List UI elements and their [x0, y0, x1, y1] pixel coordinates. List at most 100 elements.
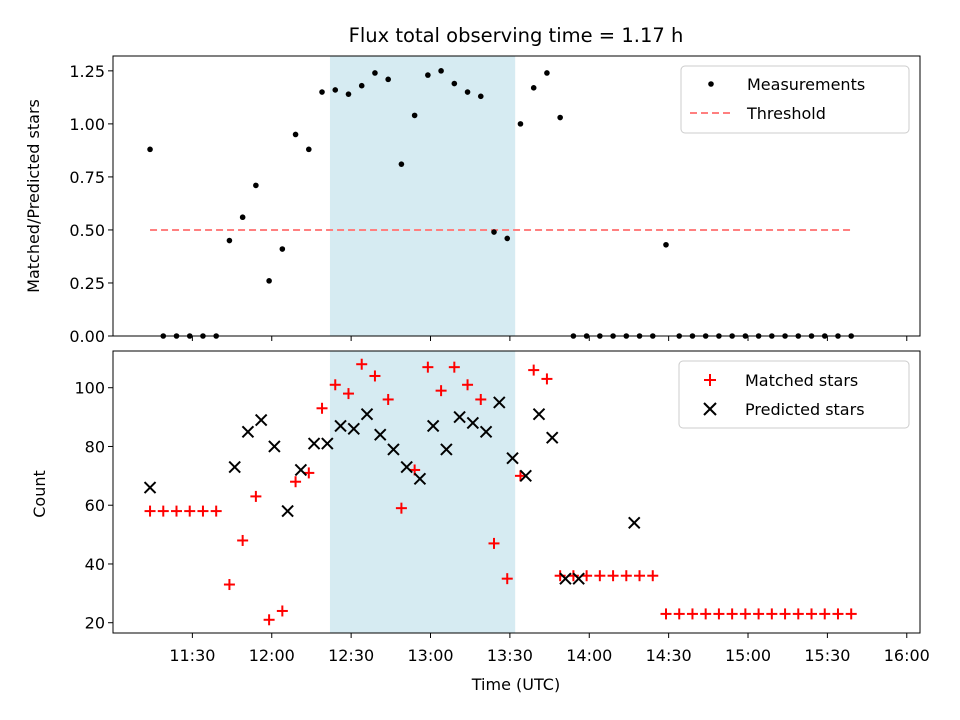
matched-star-point	[541, 373, 553, 385]
predicted-star-point	[506, 452, 519, 465]
predicted-star-marker-b	[268, 440, 281, 453]
bottom-data-points	[143, 358, 857, 626]
top-measurement-points	[147, 68, 855, 339]
predicted-star-marker-b	[572, 572, 585, 585]
measurement-point	[279, 246, 286, 252]
predicted-star-point	[426, 419, 440, 433]
predicted-star-point	[559, 572, 572, 585]
x-tick-label: 14:30	[646, 646, 692, 665]
predicted-star-point	[413, 472, 427, 485]
top-legend-box	[680, 65, 910, 134]
measurement-point	[663, 241, 669, 248]
measurement-point	[425, 72, 431, 78]
top-panel: 0.00 0.25 0.50 0.75 1.00 1.25 Matched/Predict…	[24, 55, 921, 346]
x-tick-label: 11:30	[169, 646, 215, 665]
matched-star-point	[673, 608, 685, 620]
predicted-star-point	[572, 572, 585, 585]
chart-title: Flux total observing time = 1.17 h	[349, 24, 684, 47]
bottom-highlight-span	[329, 351, 516, 633]
predicted-star-point	[466, 416, 480, 430]
matched-star-point	[792, 608, 804, 620]
predicted-star-marker-b	[360, 407, 374, 421]
matched-star-point	[435, 385, 447, 397]
predicted-star-marker-b	[387, 443, 400, 456]
measurement-point	[464, 89, 471, 95]
matched-star-point	[197, 505, 209, 517]
matched-star-point	[660, 608, 672, 620]
legend-measurements-label: Measurements	[747, 75, 865, 94]
predicted-star-marker-b	[546, 431, 559, 444]
bottom-y-axis: 20 40 60 80 100	[74, 379, 113, 633]
matched-star-point	[739, 608, 751, 620]
y-tick-label: 0.25	[69, 274, 105, 293]
measurement-point	[385, 76, 391, 83]
top-highlight-span	[329, 56, 516, 336]
predicted-star-point	[228, 460, 241, 474]
measurement-point	[517, 121, 524, 127]
bottom-x-axis: 11:30 12:00 12:30 13:00 13:30 14:00 14:30 15:00…	[169, 633, 930, 665]
measurement-point	[239, 214, 246, 221]
predicted-star-point	[307, 437, 321, 450]
predicted-star-point	[374, 428, 387, 441]
bottom-x-axis-label: Time (UTC)	[471, 675, 560, 694]
matched-star-point	[475, 393, 487, 405]
measurement-point	[504, 235, 511, 242]
y-tick-label: 40	[85, 555, 105, 574]
matched-star-point	[488, 537, 500, 549]
matched-star-point	[806, 608, 818, 620]
measurement-point	[438, 68, 444, 74]
measurement-point	[557, 114, 563, 121]
matched-star-point	[766, 608, 778, 620]
predicted-star-marker-b	[334, 419, 347, 433]
matched-star-point	[845, 608, 857, 620]
matched-star-point	[647, 570, 659, 582]
bottom-y-axis-label: Count	[30, 470, 49, 518]
measurement-point	[477, 93, 484, 100]
matched-star-point	[753, 608, 765, 620]
matched-star-point	[342, 388, 354, 400]
matched-star-point	[356, 358, 368, 370]
predicted-star-marker-b	[506, 452, 519, 465]
predicted-star-point	[360, 407, 374, 421]
bottom-legend-box	[678, 360, 910, 429]
measurement-point	[345, 91, 352, 97]
x-tick-label: 12:00	[249, 646, 295, 665]
predicted-star-point	[254, 413, 268, 427]
predicted-star-point	[281, 504, 294, 518]
matched-star-point	[276, 605, 288, 617]
measurement-point	[253, 182, 259, 189]
predicted-star-point	[519, 469, 532, 483]
predicted-star-point	[241, 425, 255, 438]
predicted-star-point	[453, 410, 466, 424]
bottom-plot-frame	[112, 350, 921, 634]
matched-star-point	[223, 579, 235, 591]
predicted-star-point	[493, 396, 506, 409]
y-tick-label: 0.50	[69, 221, 105, 240]
x-tick-label: 13:00	[407, 646, 453, 665]
predicted-star-marker-b	[559, 572, 572, 585]
legend-measurements-marker	[708, 81, 714, 87]
top-x-axis	[191, 336, 908, 341]
matched-star-point	[382, 393, 394, 405]
predicted-star-point	[347, 422, 360, 436]
measurement-point	[530, 85, 537, 91]
measurement-point	[544, 70, 550, 76]
predicted-star-marker-b	[426, 419, 440, 433]
matched-star-point	[329, 379, 341, 391]
measurement-point	[305, 146, 312, 153]
matched-star-point	[210, 505, 222, 517]
predicted-star-marker-b	[440, 443, 453, 456]
measurement-point	[147, 146, 153, 153]
predicted-star-point	[532, 407, 546, 421]
matched-star-point	[184, 505, 196, 517]
matched-star-point	[620, 570, 632, 582]
predicted-star-point	[387, 443, 400, 456]
bottom-legend: Matched stars Predicted stars	[678, 360, 910, 429]
legend-threshold-label: Threshold	[746, 104, 826, 123]
top-y-axis: 0.00 0.25 0.50 0.75 1.00 1.25	[69, 62, 113, 346]
x-tick-label: 14:00	[566, 646, 612, 665]
matched-star-point	[832, 608, 844, 620]
measurement-point	[266, 278, 272, 284]
matched-star-point	[290, 476, 302, 488]
